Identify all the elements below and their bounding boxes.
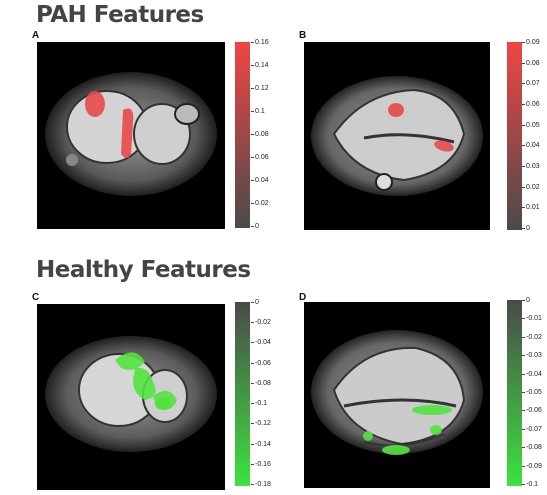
colorbar-tick-label: -0.04 xyxy=(251,339,271,346)
colorbar-tick-label: 0.02 xyxy=(522,184,540,191)
panel-d-label: D xyxy=(299,292,307,303)
colorbar-tick-label: 0.08 xyxy=(522,60,540,67)
panel-a-label: A xyxy=(32,30,40,41)
colorbar-tick-label: 0.07 xyxy=(522,80,540,87)
panel-d-mri-image xyxy=(304,302,490,488)
colorbar-tick-label: 0.02 xyxy=(251,200,269,207)
pah-highlight-blob xyxy=(85,91,105,117)
panel-b-label: B xyxy=(299,30,307,41)
healthy-highlight-blob xyxy=(412,405,452,415)
colorbar-tick-label: 0 xyxy=(251,299,259,306)
colorbar-tick-label: 0.1 xyxy=(251,108,265,115)
colorbar-tick-label: -0.1 xyxy=(522,481,538,488)
colorbar-tick-label: 0.14 xyxy=(251,62,269,69)
panel-d-colorbar-ticks: 0 -0.01 -0.02 -0.03 -0.04 -0.05 -0.06 -0.07 -0.0… xyxy=(522,297,546,488)
healthy-highlight-blob xyxy=(363,431,373,441)
colorbar-tick-label: -0.05 xyxy=(522,389,542,396)
colorbar-tick-label: 0.16 xyxy=(251,39,269,46)
panel-b-mri-image xyxy=(304,42,490,230)
colorbar-tick-label: 0.12 xyxy=(251,85,269,92)
colorbar-tick-label: -0.07 xyxy=(522,426,542,433)
colorbar-tick-label: -0.08 xyxy=(251,380,271,387)
panel-c-label: C xyxy=(32,292,40,303)
pah-features-heading: PAH Features xyxy=(36,2,204,28)
colorbar-tick-label: 0.01 xyxy=(522,204,540,211)
colorbar-tick-label: -0.04 xyxy=(522,371,542,378)
colorbar-tick-label: 0.04 xyxy=(251,177,269,184)
colorbar-tick-label: -0.02 xyxy=(251,319,271,326)
colorbar-tick-label: 0 xyxy=(522,225,530,232)
colorbar-tick-label: 0 xyxy=(251,223,259,230)
colorbar-tick-label: 0.09 xyxy=(522,39,540,46)
healthy-highlight-blob xyxy=(382,445,410,455)
colorbar-tick-label: -0.03 xyxy=(522,352,542,359)
colorbar-tick-label: 0 xyxy=(522,297,530,304)
healthy-highlight-blob xyxy=(133,367,156,400)
colorbar-tick-label: -0.01 xyxy=(522,315,542,322)
colorbar-tick-label: 0.05 xyxy=(522,122,540,129)
pah-highlight-blob xyxy=(121,108,134,158)
colorbar-tick-label: 0.03 xyxy=(522,163,540,170)
panel-c-colorbar xyxy=(235,302,250,486)
colorbar-tick-label: -0.08 xyxy=(522,444,542,451)
panel-b-colorbar xyxy=(507,42,522,230)
pah-highlight-blob xyxy=(434,140,454,152)
panel-a-colorbar-ticks: 0.16 0.14 0.12 0.1 0.08 0.06 0.04 0.02 0 xyxy=(251,39,285,230)
panel-d-colorbar xyxy=(507,300,522,486)
colorbar-tick-label: -0.06 xyxy=(251,360,271,367)
colorbar-tick-label: -0.16 xyxy=(251,461,271,468)
colorbar-tick-label: -0.09 xyxy=(522,463,542,470)
healthy-features-heading: Healthy Features xyxy=(36,257,251,283)
panel-c-colorbar-ticks: 0 -0.02 -0.04 -0.06 -0.08 -0.1 -0.12 -0.14 -0.16… xyxy=(251,299,285,488)
colorbar-tick-label: 0.06 xyxy=(522,101,540,108)
colorbar-tick-label: -0.18 xyxy=(251,481,271,488)
colorbar-tick-label: 0.04 xyxy=(522,142,540,149)
panel-a-colorbar xyxy=(235,42,250,228)
colorbar-tick-label: -0.12 xyxy=(251,420,271,427)
panel-c-mri-image xyxy=(37,304,225,490)
healthy-highlight-blob xyxy=(430,425,442,435)
colorbar-tick-label: -0.02 xyxy=(522,334,542,341)
colorbar-tick-label: -0.1 xyxy=(251,400,267,407)
colorbar-tick-label: 0.06 xyxy=(251,154,269,161)
colorbar-tick-label: -0.14 xyxy=(251,441,271,448)
panel-a-mri-image xyxy=(37,42,225,229)
healthy-highlight-blob xyxy=(115,352,145,370)
colorbar-tick-label: -0.06 xyxy=(522,407,542,414)
panel-b-colorbar-ticks: 0.09 0.08 0.07 0.06 0.05 0.04 0.03 0.02 0.01 0 xyxy=(522,39,546,232)
pah-highlight-blob xyxy=(388,103,404,117)
healthy-highlight-blob xyxy=(155,398,171,410)
colorbar-tick-label: 0.08 xyxy=(251,131,269,138)
